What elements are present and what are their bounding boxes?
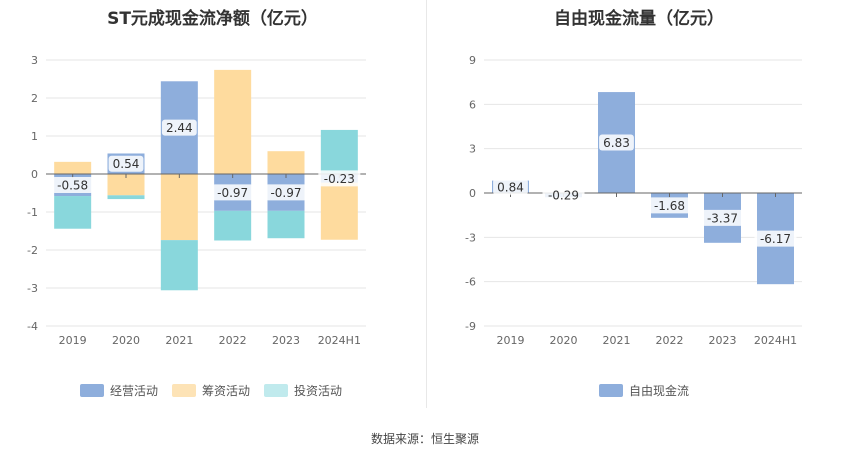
legend-item-free-cash-flow[interactable]: 自由现金流 [599,382,689,399]
free-cash-flow-chart: 9 6 3 0 -3 -6 -9 2019 2020 2021 2022 2023 2024H1 0.84… [465,54,802,347]
right-legend: 自由现金流 [599,382,689,399]
data-label: 0.54 [113,157,140,171]
x-tick-label: 2024H1 [318,334,361,347]
data-label-background [265,184,307,201]
x-tick-label: 2021 [165,334,193,347]
bar-investing [320,129,358,174]
y-tick-label: 0 [469,187,476,200]
data-label-background [211,184,254,201]
panel-divider [426,0,427,408]
y-tick-label: -3 [27,282,38,295]
data-label-background [648,197,691,214]
x-tick-label: 2022 [219,334,247,347]
legend-label-free-cash-flow: 自由现金流 [629,384,690,398]
y-tick-label: 3 [469,143,476,156]
x-tick-label: 2019 [59,334,87,347]
x-tick-label: 2020 [550,334,578,347]
bar-financing [107,174,145,196]
data-label-background [161,119,197,136]
y-tick-label: 2 [31,92,38,105]
legend-swatch-free-cash-flow [599,384,623,397]
bar-financing [214,69,252,174]
y-tick-label: 1 [31,130,38,143]
data-label: -0.58 [57,179,88,193]
data-label: -0.97 [270,186,301,200]
x-tick-label: 2019 [497,334,525,347]
bar-financing [54,161,92,174]
data-label: 2.44 [166,121,193,135]
bar-investing [267,210,305,239]
legend-swatch-financing [172,384,197,397]
legend-label-operating: 经营活动 [110,384,159,398]
data-label: -0.97 [217,186,248,200]
y-tick-label: -6 [465,276,476,289]
x-tick-label: 2024H1 [754,334,797,347]
legend-label-financing: 筹资活动 [202,384,251,398]
legend-swatch-investing [264,384,289,397]
data-label: -6.17 [760,232,791,246]
bar-investing [214,210,252,241]
bar-investing [107,195,145,200]
bar-investing [54,196,92,229]
y-tick-label: -3 [465,231,476,244]
y-tick-label: 0 [31,168,38,181]
x-tick-label: 2022 [656,334,684,347]
data-label-background [599,134,634,151]
legend-label-investing: 投资活动 [294,384,343,398]
data-label-background [51,177,94,194]
bar-financing [267,151,305,174]
y-tick-label: -9 [465,320,476,333]
right-chart-title: 自由现金流量（亿元） [554,9,724,29]
data-label-background [318,170,361,187]
bar-financing [160,174,198,241]
y-tick-label: -1 [27,206,38,219]
data-label-background [701,209,744,226]
y-tick-label: 3 [31,54,38,67]
data-label: -0.23 [324,172,355,186]
y-tick-label: 6 [469,98,476,111]
data-label-background [493,178,528,195]
data-label-background [108,155,144,172]
data-label: 6.83 [603,136,630,150]
data-label: -1.68 [654,199,685,213]
data-label: 0.84 [497,180,524,194]
y-tick-label: 9 [469,54,476,67]
data-label: -0.29 [548,189,579,203]
x-tick-label: 2021 [603,334,631,347]
legend-item-operating[interactable]: 经营活动 [80,382,158,399]
legend-item-financing[interactable]: 筹资活动 [172,382,250,399]
cash-flow-net-chart: 3 2 1 0 -1 -2 -3 -4 2019 2020 2021 2022 2023 2024H1 -0… [27,54,366,347]
x-tick-label: 2023 [272,334,300,347]
data-source: 数据来源：恒生聚源 [370,432,479,446]
left-chart-title: ST元成现金流净额（亿元） [107,9,318,29]
bar-investing [160,240,198,291]
bar-financing [320,182,358,240]
legend-item-investing[interactable]: 投资活动 [264,382,342,399]
data-label: -3.37 [707,211,738,225]
x-tick-label: 2020 [112,334,140,347]
data-label-background [754,230,797,247]
legend-swatch-operating [80,384,104,397]
y-tick-label: -4 [27,320,38,333]
x-tick-label: 2023 [709,334,737,347]
data-label-background [542,187,585,204]
y-tick-label: -2 [27,244,38,257]
left-legend: 经营活动 筹资活动 投资活动 [80,382,342,399]
